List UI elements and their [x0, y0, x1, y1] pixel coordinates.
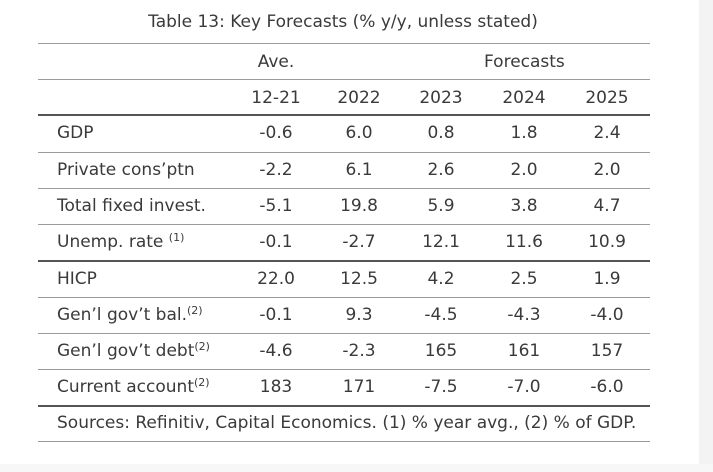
row-label: Total fixed invest.	[57, 196, 206, 216]
column-header: 2023	[419, 88, 463, 108]
table-cell: 183	[259, 377, 293, 397]
table-cell: 0.8	[427, 123, 455, 143]
right-margin-strip	[699, 0, 713, 472]
table-cell: 2.4	[593, 123, 621, 143]
row-label: Gen’l gov’t bal.(2)	[57, 304, 203, 325]
column-header: 12-21	[251, 88, 301, 108]
header-group-ave: Ave.	[257, 52, 295, 72]
table-title: Table 13: Key Forecasts (% y/y, unless s…	[148, 12, 538, 32]
table-cell: 165	[424, 341, 458, 361]
row-label: HICP	[57, 269, 97, 289]
table-cell: -7.0	[507, 377, 541, 397]
rule-section	[38, 260, 650, 262]
table-cell: 6.1	[345, 160, 373, 180]
table-cell: 171	[342, 377, 376, 397]
table-cell: 2.5	[510, 269, 538, 289]
table-cell: -5.1	[259, 196, 293, 216]
column-header: 2022	[337, 88, 381, 108]
rule-header-group	[38, 79, 650, 80]
table-cell: 2.0	[510, 160, 538, 180]
row-label: GDP	[57, 123, 94, 143]
table-cell: -2.7	[342, 232, 376, 252]
table-cell: 157	[590, 341, 624, 361]
table-cell: -0.1	[259, 232, 293, 252]
table-cell: 22.0	[257, 269, 295, 289]
table-cell: 10.9	[588, 232, 626, 252]
table-cell: 12.5	[340, 269, 378, 289]
rule-top	[38, 43, 650, 44]
rule-row	[38, 188, 650, 189]
row-label: Gen’l gov’t debt(2)	[57, 340, 210, 361]
rule-row	[38, 224, 650, 225]
table-cell: -4.3	[507, 305, 541, 325]
table-cell: 1.9	[593, 269, 621, 289]
rule-row	[38, 333, 650, 334]
row-label: Unemp. rate (1)	[57, 231, 185, 252]
table-cell: -0.6	[259, 123, 293, 143]
table-cell: 12.1	[422, 232, 460, 252]
bottom-margin-strip	[0, 464, 713, 472]
row-label: Private cons’ptn	[57, 160, 195, 180]
table-cell: -4.5	[424, 305, 458, 325]
rule-row	[38, 152, 650, 153]
table-cell: -6.0	[590, 377, 624, 397]
table-cell: 3.8	[510, 196, 538, 216]
table-cell: -2.2	[259, 160, 293, 180]
table-cell: 6.0	[345, 123, 373, 143]
table-cell: -2.3	[342, 341, 376, 361]
table-cell: 2.0	[593, 160, 621, 180]
table-cell: 5.9	[427, 196, 455, 216]
sources-note: Sources: Refinitiv, Capital Economics. (…	[57, 413, 637, 433]
table-cell: 1.8	[510, 123, 538, 143]
table-cell: 161	[507, 341, 541, 361]
rule-header-bottom	[38, 114, 650, 116]
table-cell: -4.0	[590, 305, 624, 325]
table-cell: -0.1	[259, 305, 293, 325]
table-cell: -4.6	[259, 341, 293, 361]
rule-row	[38, 369, 650, 370]
rule-before-sources	[38, 405, 650, 407]
row-label: Current account(2)	[57, 376, 210, 397]
rule-row	[38, 297, 650, 298]
table-cell: 11.6	[505, 232, 543, 252]
table-cell: 4.2	[427, 269, 455, 289]
column-header: 2024	[502, 88, 546, 108]
column-header: 2025	[585, 88, 629, 108]
table-cell: 19.8	[340, 196, 378, 216]
table-cell: 2.6	[427, 160, 455, 180]
table-cell: -7.5	[424, 377, 458, 397]
table-cell: 4.7	[593, 196, 621, 216]
header-group-forecasts: Forecasts	[484, 52, 565, 72]
rule-bottom	[38, 441, 650, 442]
table-cell: 9.3	[345, 305, 373, 325]
